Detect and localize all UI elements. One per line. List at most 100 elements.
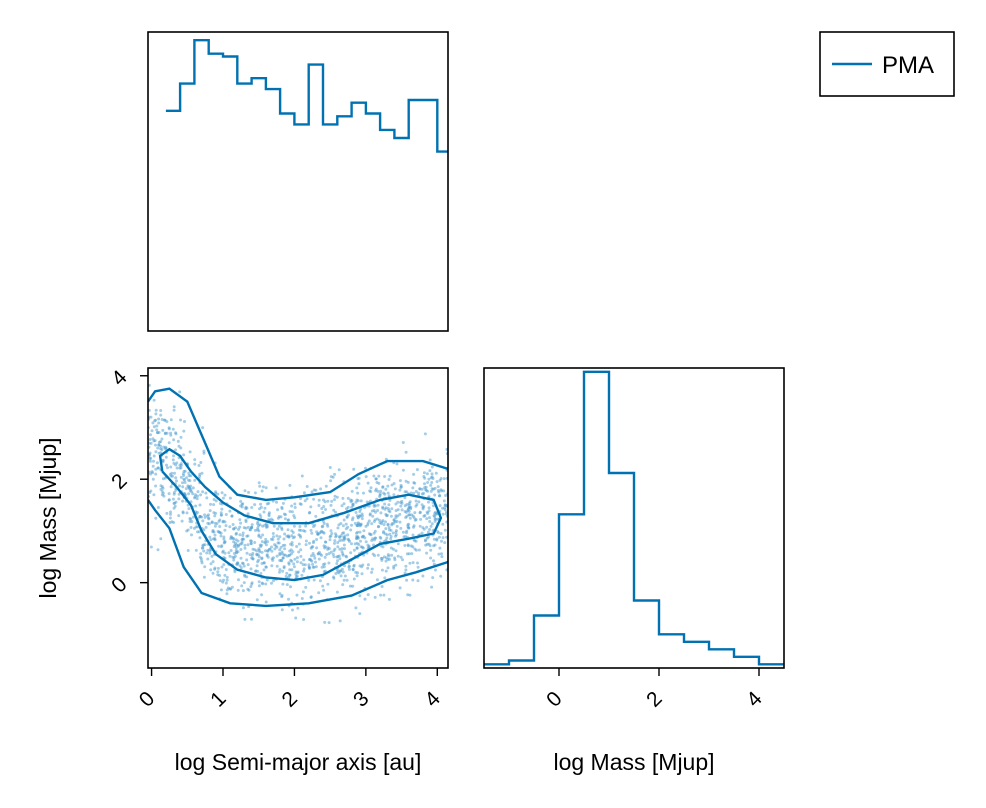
scatter-point	[172, 492, 176, 496]
scatter-point	[389, 528, 393, 532]
scatter-point	[323, 546, 327, 550]
scatter-point	[389, 514, 393, 518]
scatter-point	[312, 539, 316, 543]
scatter-point	[384, 487, 388, 491]
scatter-point	[235, 562, 239, 566]
scatter-point	[201, 519, 205, 523]
scatter-point	[179, 418, 182, 422]
scatter-point	[394, 563, 398, 567]
scatter-point	[360, 517, 364, 521]
scatter-point	[322, 565, 326, 569]
scatter-point	[257, 547, 261, 551]
scatter-point	[438, 494, 442, 498]
scatter-frame	[147, 367, 449, 669]
scatter-point	[186, 528, 190, 532]
scatter-point	[314, 560, 317, 564]
scatter-point	[213, 521, 217, 525]
scatter-point	[436, 517, 440, 521]
scatter-point	[224, 568, 228, 571]
scatter-point	[250, 525, 254, 529]
scatter-point	[427, 477, 431, 481]
scatter-point	[189, 517, 193, 521]
scatter-point	[403, 496, 407, 500]
scatter-point	[328, 466, 332, 469]
scatter-point	[153, 439, 157, 443]
scatter-point	[278, 548, 282, 552]
scatter-point	[237, 578, 240, 582]
scatter-point	[150, 429, 154, 433]
scatter-point	[381, 485, 385, 489]
scatter-point	[165, 463, 168, 467]
scatter-point	[300, 474, 304, 478]
scatter-point	[275, 554, 279, 558]
scatter-point	[179, 446, 183, 450]
scatter-point	[390, 507, 394, 511]
scatter-point	[414, 490, 418, 493]
scatter-point	[328, 535, 332, 539]
scatter-point	[324, 484, 328, 488]
scatter-point	[304, 543, 308, 547]
scatter-point	[257, 533, 261, 537]
scatter-point	[272, 535, 275, 539]
scatter-point	[387, 526, 391, 530]
scatter-point	[380, 585, 384, 588]
scatter-point	[205, 551, 209, 555]
scatter-point	[183, 481, 187, 484]
scatter-point	[332, 576, 336, 580]
scatter-point	[430, 487, 434, 491]
scatter-point	[289, 552, 293, 556]
scatter-point	[377, 474, 381, 478]
scatter-point	[394, 502, 398, 506]
scatter-point	[341, 583, 345, 587]
scatter-point	[430, 472, 434, 476]
scatter-point	[220, 507, 224, 511]
scatter-point	[212, 511, 216, 515]
scatter-point	[282, 512, 286, 516]
scatter-point	[299, 561, 303, 565]
scatter-point	[413, 518, 417, 522]
scatter-point	[229, 587, 233, 591]
scatter-point	[321, 563, 325, 566]
scatter-point	[246, 543, 250, 547]
scatter-point	[157, 421, 161, 425]
scatter-point	[296, 606, 300, 610]
scatter-point	[412, 525, 415, 529]
scatter-point	[400, 508, 404, 512]
scatter-point	[430, 585, 434, 589]
scatter-point	[321, 511, 325, 514]
scatter-point	[291, 608, 294, 612]
scatter-point	[185, 511, 189, 515]
scatter-point	[194, 548, 198, 552]
scatter-point	[432, 537, 436, 541]
scatter-point	[171, 497, 175, 501]
scatter-point	[355, 535, 359, 538]
scatter-point	[188, 450, 192, 454]
scatter-point	[279, 545, 283, 549]
scatter-point	[320, 565, 324, 569]
scatter-point	[345, 515, 349, 519]
panel-hist-mass: 0 2 4 log Mass [Mjup]	[483, 367, 785, 775]
scatter-point	[172, 405, 176, 409]
scatter-point	[399, 526, 403, 530]
scatter-point	[317, 504, 321, 507]
scatter-point	[312, 554, 316, 558]
scatter-point	[221, 550, 225, 554]
scatter-point	[366, 543, 370, 547]
scatter-point	[287, 597, 290, 601]
scatter-point	[162, 445, 166, 449]
scatter-point	[159, 484, 163, 488]
scatter-point	[434, 471, 438, 475]
scatter-point	[241, 561, 244, 565]
scatter-point	[375, 517, 379, 521]
hist-mass-x-tick-label: 0	[542, 687, 567, 712]
scatter-point	[176, 439, 180, 443]
scatter-point	[256, 520, 260, 524]
legend-box	[819, 31, 955, 97]
scatter-point	[363, 536, 367, 540]
scatter-point	[347, 564, 351, 568]
scatter-point	[260, 550, 264, 554]
scatter-point	[317, 557, 321, 561]
scatter-point	[335, 562, 339, 565]
scatter-point	[425, 517, 429, 521]
scatter-point	[240, 505, 244, 509]
